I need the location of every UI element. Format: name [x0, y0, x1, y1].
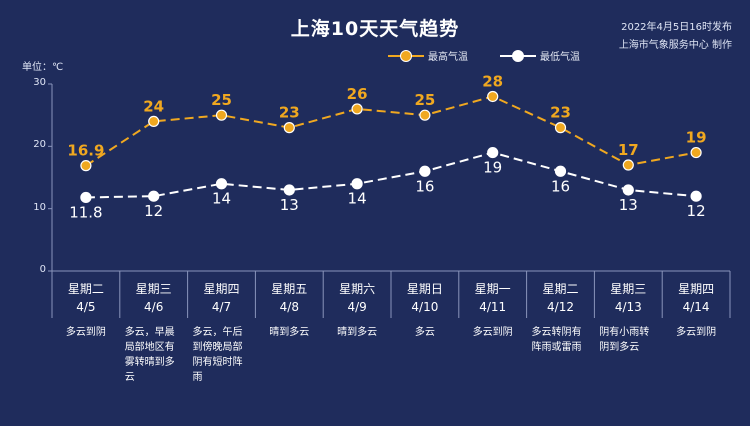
day-date: 4/6 — [144, 300, 164, 314]
day-date: 4/14 — [682, 300, 710, 314]
day-date: 4/13 — [614, 300, 642, 314]
publish-time: 2022年4月5日16时发布 — [621, 22, 732, 33]
data-label-low: 19 — [483, 159, 502, 177]
data-label-low: 13 — [619, 196, 638, 214]
publisher-label: 上海市气象服务中心 制作 — [618, 40, 732, 51]
data-point-low — [622, 184, 634, 196]
data-label-high: 28 — [482, 72, 503, 90]
data-point-high — [80, 160, 92, 172]
data-label-low: 16 — [415, 177, 434, 195]
page-title: 上海10天天气趋势 — [290, 18, 460, 40]
data-point-low — [148, 190, 160, 202]
data-point-high — [351, 103, 363, 115]
data-point-high — [148, 115, 160, 128]
data-point-low — [215, 178, 228, 190]
data-point-high — [554, 122, 567, 134]
day-date: 4/9 — [347, 300, 367, 314]
data-point-low — [283, 184, 295, 196]
data-point-low — [351, 178, 363, 190]
data-point-high — [419, 109, 431, 121]
data-point-low — [487, 146, 499, 159]
day-description: 多云到阴 — [472, 327, 513, 338]
data-point-low — [554, 165, 567, 177]
data-point-low — [419, 165, 431, 177]
data-label-high: 19 — [686, 129, 707, 147]
legend-high-swatch — [388, 49, 424, 62]
day-weekday: 星期二 — [67, 282, 104, 296]
data-point-high — [622, 159, 634, 171]
y-tick-label: 20 — [33, 139, 46, 151]
data-label-high: 25 — [211, 91, 232, 109]
day-description: 多云，早晨局部地区有雾转晴到多云 — [124, 327, 175, 383]
unit-label: 单位：℃ — [22, 62, 64, 73]
day-description: 阴有小雨转阴到多云 — [599, 327, 650, 353]
legend-low: 最低气温 — [500, 48, 580, 63]
day-weekday: 星期四 — [678, 282, 715, 296]
day-weekday: 星期五 — [271, 282, 308, 296]
y-tick-label: 0 — [39, 264, 46, 275]
day-weekday: 星期六 — [339, 282, 376, 296]
day-description: 多云转阴有阵雨或雷雨 — [531, 327, 582, 353]
data-label-high: 16.9 — [67, 142, 104, 160]
day-description: 晴到多云 — [269, 327, 310, 338]
data-label-low: 11.8 — [69, 203, 102, 221]
data-label-low: 12 — [687, 202, 706, 220]
day-description: 晴到多云 — [337, 327, 378, 338]
data-point-high — [215, 109, 228, 121]
series-line-low — [85, 151, 697, 199]
day-date: 4/8 — [279, 300, 299, 314]
data-label-low: 13 — [280, 196, 299, 214]
data-point-low — [80, 191, 92, 204]
data-label-high: 24 — [143, 97, 164, 115]
y-tick-label: 30 — [33, 77, 46, 88]
legend-low-label: 最低气温 — [540, 52, 580, 63]
data-label-low: 16 — [551, 177, 570, 195]
day-weekday: 星期三 — [610, 282, 647, 296]
data-label-high: 17 — [618, 141, 639, 159]
day-weekday: 星期四 — [203, 282, 240, 296]
day-date: 4/5 — [76, 300, 96, 314]
day-date: 4/11 — [479, 300, 507, 314]
day-weekday: 星期三 — [135, 282, 172, 296]
data-label-low: 12 — [144, 202, 163, 220]
data-point-high — [690, 146, 702, 159]
data-label-high: 23 — [279, 104, 300, 122]
series-line-high — [85, 95, 697, 167]
y-tick-label: 10 — [33, 201, 46, 213]
data-label-high: 23 — [550, 104, 571, 122]
day-date: 4/10 — [411, 300, 439, 314]
day-weekday: 星期二 — [542, 282, 579, 296]
data-point-low — [690, 190, 702, 202]
data-label-high: 26 — [347, 85, 368, 103]
day-date: 4/12 — [547, 300, 574, 314]
day-description: 多云 — [414, 327, 435, 338]
data-label-high: 25 — [414, 91, 435, 109]
day-weekday: 星期一 — [474, 282, 511, 296]
legend-low-swatch — [500, 49, 536, 62]
day-description: 多云到阴 — [65, 327, 106, 338]
legend-high: 最高气温 — [388, 48, 468, 63]
legend-high-label: 最高气温 — [428, 52, 468, 63]
data-label-low: 14 — [212, 190, 231, 208]
day-date: 4/7 — [211, 300, 232, 314]
day-description: 多云，午后到傍晚局部阴有短时阵雨 — [192, 327, 243, 383]
data-point-high — [283, 122, 295, 134]
day-description: 多云到阴 — [676, 327, 717, 338]
day-weekday: 星期日 — [406, 282, 443, 296]
data-label-low: 14 — [348, 190, 367, 208]
data-point-high — [487, 90, 499, 103]
